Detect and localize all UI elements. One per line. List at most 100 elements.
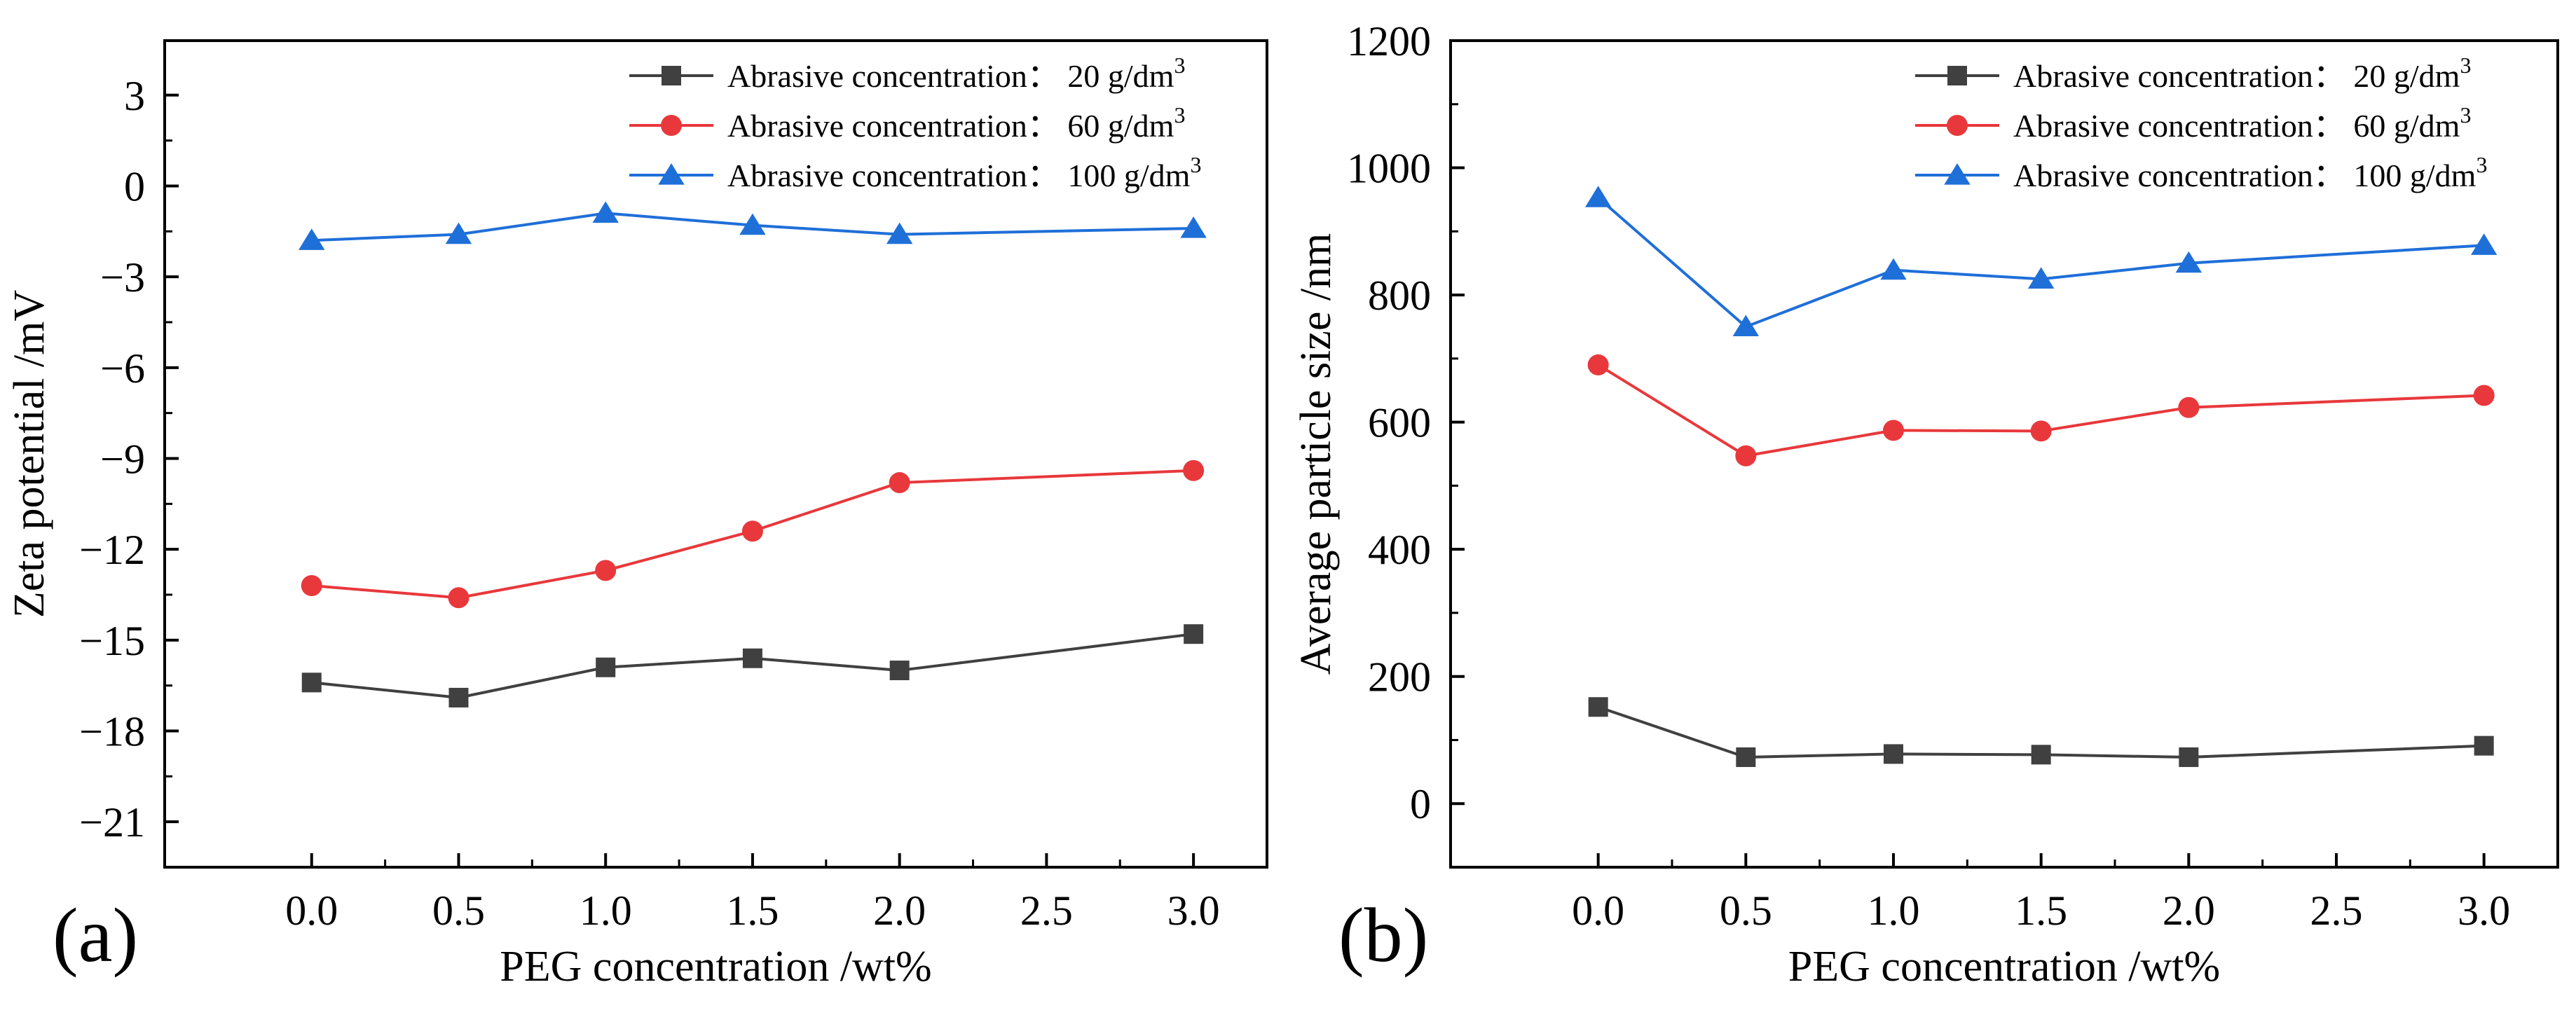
- series-line: [311, 633, 1194, 699]
- legend-label-text: Abrasive concentration： 60 g/dm: [727, 108, 1174, 144]
- legend-label-superscript: 3: [1174, 53, 1185, 78]
- legend-label: Abrasive concentration： 60 g/dm3: [2013, 102, 2471, 144]
- series-line: [1597, 364, 2484, 457]
- y-tick-label: 0: [1410, 781, 1431, 827]
- legend-label: Abrasive concentration： 20 g/dm3: [727, 53, 1185, 94]
- legend-label-superscript: 3: [2460, 53, 2471, 78]
- data-point: [1735, 445, 1757, 467]
- x-tick-label: 2.5: [2310, 888, 2363, 934]
- legend-label-superscript: 3: [2460, 102, 2471, 127]
- legend-marker: [1947, 115, 1968, 136]
- x-tick-label: 3.0: [1167, 888, 1220, 934]
- series-2: [299, 201, 1207, 250]
- data-point: [2470, 233, 2498, 255]
- legend-label: Abrasive concentration： 20 g/dm3: [2013, 53, 2471, 94]
- data-point: [1884, 744, 1903, 764]
- x-tick-label: 0.5: [1720, 888, 1772, 934]
- legend-marker: [661, 115, 682, 136]
- legend-label-text: Abrasive concentration： 100 g/dm: [2013, 158, 2476, 193]
- data-point: [592, 201, 619, 223]
- x-axis-title: PEG concentration /wt%: [1788, 943, 2220, 990]
- legend-label: Abrasive concentration： 100 g/dm3: [727, 152, 1201, 193]
- legend-label-text: Abrasive concentration： 20 g/dm: [727, 58, 1174, 94]
- series-1: [301, 460, 1205, 609]
- data-point: [1736, 747, 1756, 767]
- data-point: [448, 587, 470, 609]
- x-tick-label: 1.5: [2015, 888, 2067, 934]
- data-point: [2178, 396, 2200, 418]
- y-axis-title: Average particle size /nm: [1292, 233, 1340, 675]
- data-point: [301, 575, 322, 597]
- plot-frame: [1449, 39, 2559, 869]
- data-point: [2474, 736, 2494, 756]
- y-tick-label: −9: [100, 436, 145, 482]
- chart-panel-a: 0.0 0.5 1.0 1.5 2.0 2.5 3.0 3 0 −3 −6 −9 −12 −15 −18 −2…: [6, 39, 1268, 990]
- series-0: [301, 624, 1204, 707]
- data-point: [1180, 216, 1207, 238]
- x-tick-label: 3.0: [2458, 888, 2510, 934]
- data-point: [1588, 697, 1608, 717]
- data-point: [742, 648, 762, 668]
- data-point: [2031, 745, 2051, 765]
- x-tick-label: 2.0: [873, 888, 926, 934]
- legend-label-text: Abrasive concentration： 100 g/dm: [727, 158, 1191, 193]
- data-point: [1587, 354, 1609, 375]
- data-point: [2175, 251, 2202, 273]
- legend-label: Abrasive concentration： 60 g/dm3: [727, 102, 1185, 144]
- data-point: [2179, 747, 2199, 767]
- x-tick-label: 2.0: [2163, 888, 2215, 934]
- legend-marker: [658, 163, 685, 185]
- data-point: [886, 222, 913, 244]
- series-line: [1597, 196, 2484, 329]
- y-tick-label: −21: [79, 799, 145, 845]
- x-tick-label: 1.5: [726, 888, 779, 934]
- data-point: [2030, 420, 2052, 442]
- y-tick-label: −12: [79, 527, 145, 573]
- legend-label: Abrasive concentration： 100 g/dm3: [2013, 152, 2487, 193]
- y-tick-label: 800: [1368, 272, 1431, 319]
- legend: Abrasive concentration： 20 g/dm3Abrasive…: [1915, 53, 2487, 193]
- data-point: [448, 687, 469, 707]
- y-tick-label: 200: [1368, 654, 1431, 700]
- legend-label-superscript: 3: [1190, 152, 1201, 177]
- y-tick-label: −3: [100, 254, 145, 301]
- data-point: [2027, 267, 2055, 289]
- panel-label: (a): [53, 892, 138, 978]
- x-tick-label: 1.0: [1868, 888, 1920, 934]
- y-tick-label: −18: [79, 708, 145, 754]
- y-tick-label: 1000: [1347, 146, 1431, 192]
- legend-marker: [662, 66, 681, 85]
- series-line: [1598, 705, 2484, 759]
- x-tick-label: 0.0: [285, 888, 338, 934]
- series-line: [311, 212, 1194, 242]
- y-tick-label: −15: [79, 618, 145, 664]
- data-point: [741, 520, 763, 542]
- data-point: [1732, 315, 1760, 337]
- data-point: [1584, 186, 1612, 207]
- plot-frame: [163, 39, 1268, 869]
- y-axis-title: Zeta potential /mV: [6, 290, 53, 619]
- x-tick-label: 0.0: [1572, 888, 1624, 934]
- y-tick-label: 600: [1368, 400, 1431, 446]
- data-point: [739, 213, 766, 235]
- legend-label-superscript: 3: [2476, 152, 2487, 177]
- panel-label: (b): [1338, 892, 1428, 978]
- x-tick-label: 0.5: [432, 888, 485, 934]
- legend-label-text: Abrasive concentration： 20 g/dm: [2013, 58, 2460, 94]
- data-point: [301, 672, 322, 693]
- data-point: [889, 661, 910, 681]
- data-point: [445, 222, 472, 244]
- data-point: [889, 472, 910, 494]
- data-point: [596, 657, 616, 677]
- series-line: [311, 469, 1194, 600]
- data-point: [1883, 420, 1904, 441]
- y-tick-label: 1200: [1347, 18, 1431, 64]
- data-point: [1183, 460, 1205, 481]
- y-tick-label: 0: [124, 163, 145, 209]
- y-tick-label: 400: [1368, 527, 1431, 573]
- x-tick-label: 2.5: [1020, 888, 1073, 934]
- legend-marker: [1947, 66, 1967, 85]
- y-tick-label: −6: [100, 345, 145, 392]
- series-1: [1587, 354, 2495, 467]
